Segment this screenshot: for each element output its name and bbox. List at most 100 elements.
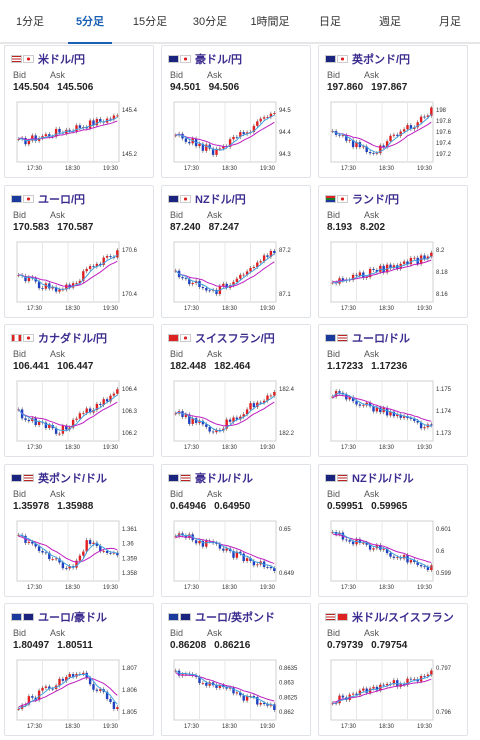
bid-ask-labels: Bid Ask: [170, 70, 222, 80]
mini-candlestick-chart[interactable]: 170.6 170.4 17:30 18:30 19:30: [9, 238, 151, 316]
candle-body: [348, 140, 351, 141]
pair-card[interactable]: スイスフラン/円 Bid Ask 182.448 182.464 182.4 182.2 17…: [161, 324, 311, 457]
pair-card[interactable]: 豪ドル/ドル Bid Ask 0.64946 0.64950 0.65 0.649 17:30…: [161, 463, 311, 597]
pair-name-link[interactable]: ランド/円: [352, 193, 400, 206]
pair-header[interactable]: ランド/円: [325, 192, 399, 206]
mini-candlestick-chart[interactable]: 106.4 106.3 106.2 17:30 18:30 19:30: [9, 377, 151, 455]
pair-header[interactable]: NZドル/円: [168, 192, 246, 206]
candle-body: [235, 278, 239, 282]
mini-candlestick-chart[interactable]: 0.8635 0.863 0.8625 0.862 17:30 18:30 19:30: [166, 656, 308, 734]
pair-header[interactable]: ユーロ/ドル: [325, 331, 410, 345]
pair-name-link[interactable]: ユーロ/ドル: [352, 333, 411, 345]
mini-candlestick-chart[interactable]: 182.4 182.2 17:30 18:30 19:30: [166, 377, 308, 455]
candle-body: [99, 263, 102, 265]
pair-name-link[interactable]: 豪ドル/ドル: [195, 472, 254, 485]
candle-body: [215, 429, 218, 433]
candle-body: [365, 146, 368, 153]
tab-0[interactable]: 1分足: [15, 16, 45, 28]
mini-candlestick-chart[interactable]: 0.797 0.796 17:30 18:30 19:30: [323, 656, 465, 734]
candle-body: [273, 113, 276, 114]
pair-header[interactable]: ユーロ/英ポンド: [168, 610, 275, 624]
candle-body: [58, 557, 61, 563]
ask-label: Ask: [207, 209, 223, 220]
candle-body: [85, 127, 88, 129]
pair-name-link[interactable]: 英ポンド/円: [352, 54, 411, 66]
pair-name-link[interactable]: 米ドル/スイスフラン: [352, 612, 454, 624]
candle-body: [362, 688, 365, 691]
candle-body: [385, 407, 389, 416]
tab-5[interactable]: 日足: [319, 16, 341, 28]
tab-3[interactable]: 30分足: [192, 16, 228, 28]
y-tick-label: 0.863: [279, 681, 295, 687]
pair-name-link[interactable]: 豪ドル/円: [195, 54, 243, 66]
pair-card[interactable]: NZドル/円 Bid Ask 87.240 87.247 87.2 87.1 17:30 18:…: [161, 184, 311, 318]
candle-body: [68, 674, 71, 677]
pair-card[interactable]: 米ドル/スイスフラン Bid Ask 0.79739 0.79754 0.797 0.796…: [318, 603, 468, 736]
pair-header[interactable]: ユーロ/豪ドル: [11, 610, 107, 624]
pair-card[interactable]: ユーロ/円 Bid Ask 170.583 170.587 170.6 170.4 17:30…: [4, 184, 154, 318]
mini-candlestick-chart[interactable]: 87.2 87.1 17:30 18:30 19:30: [166, 238, 308, 316]
mini-candlestick-chart[interactable]: 1.361 1.36 1.359 1.358 17:30 18:30 19:30: [9, 517, 151, 595]
pair-name-link[interactable]: 英ポンド/ドル: [38, 472, 108, 485]
pair-header[interactable]: 英ポンド/ドル: [11, 471, 107, 485]
tab-2[interactable]: 15分足: [132, 16, 168, 28]
pair-name-link[interactable]: スイスフラン/円: [195, 333, 275, 345]
candle-body: [232, 687, 235, 694]
mini-candlestick-chart[interactable]: 1.175 1.174 1.173 17:30 18:30 19:30: [323, 377, 465, 455]
pair-header[interactable]: スイスフラン/円: [168, 331, 275, 345]
short-moving-average-line: [18, 394, 118, 432]
tab-6[interactable]: 週足: [379, 16, 401, 28]
candle-body: [379, 407, 382, 413]
pair-card[interactable]: ユーロ/豪ドル Bid Ask 1.80497 1.80511 1.807 1.806 1.8…: [4, 603, 154, 736]
gb-flag-icon: [180, 613, 191, 621]
pair-name-link[interactable]: ユーロ/豪ドル: [38, 612, 108, 624]
pair-card[interactable]: 豪ドル/円 Bid Ask 94.501 94.506 94.5 94.4 94.3 17:30…: [161, 45, 311, 178]
pair-header[interactable]: 米ドル/円: [11, 52, 85, 66]
pair-card[interactable]: NZドル/ドル Bid Ask 0.59951 0.59965 0.601 0.6 0.599…: [318, 463, 468, 597]
candle-body: [385, 548, 389, 553]
pair-name-link[interactable]: カナダドル/円: [38, 333, 108, 345]
mini-candlestick-chart[interactable]: 145.4 145.2 17:30 18:30 19:30: [9, 98, 151, 176]
mini-candlestick-chart[interactable]: 8.2 8.18 8.16 17:30 18:30 19:30: [323, 238, 465, 316]
pair-header[interactable]: 豪ドル/ドル: [168, 471, 253, 485]
pair-card[interactable]: ユーロ/英ポンド Bid Ask 0.86208 0.86216 0.8635 0.863 0…: [161, 603, 311, 736]
pair-header[interactable]: カナダドル/円: [11, 331, 107, 345]
pair-header[interactable]: 米ドル/スイスフラン: [325, 610, 454, 624]
pair-card[interactable]: ランド/円 Bid Ask 8.193 8.202 8.2 8.18 8.16 17:30 18:…: [318, 184, 468, 318]
pair-name-link[interactable]: ユーロ/英ポンド: [195, 612, 276, 624]
mini-candlestick-chart[interactable]: 198 197.8 197.6 197.4 197.2 17:30 18:30 19:30: [323, 98, 465, 176]
tab-7[interactable]: 月足: [439, 16, 461, 28]
y-tick-label: 0.862: [279, 710, 295, 716]
x-tick-label: 17:30: [184, 445, 200, 451]
tab-1[interactable]: 5分足: [60, 0, 120, 44]
pair-name-link[interactable]: NZドル/円: [195, 193, 246, 206]
mini-candlestick-chart[interactable]: 0.65 0.649 17:30 18:30 19:30: [166, 517, 308, 595]
pair-name-link[interactable]: ユーロ/円: [38, 193, 86, 206]
candle-body: [58, 433, 61, 435]
pair-card[interactable]: ユーロ/ドル Bid Ask 1.17233 1.17236 1.175 1.174 1.17…: [318, 324, 468, 457]
mini-candlestick-chart[interactable]: 94.5 94.4 94.3 17:30 18:30 19:30: [166, 98, 308, 176]
pair-header[interactable]: NZドル/ドル: [325, 471, 414, 485]
ask-value: 106.447: [57, 361, 94, 372]
candle-body: [174, 413, 177, 415]
us-flag-icon: [23, 473, 34, 482]
pair-header[interactable]: ユーロ/円: [11, 192, 85, 206]
x-tick-label: 17:30: [27, 445, 43, 451]
pair-card[interactable]: 英ポンド/円 Bid Ask 197.860 197.867 198 197.8 197.6 1…: [318, 45, 468, 178]
pair-name-link[interactable]: NZドル/ドル: [352, 472, 414, 485]
pair-header[interactable]: 豪ドル/円: [168, 52, 242, 66]
pair-card[interactable]: 英ポンド/ドル Bid Ask 1.35978 1.35988 1.361 1.36 1.35…: [4, 463, 154, 597]
pair-name-link[interactable]: 米ドル/円: [38, 54, 86, 66]
pair-card[interactable]: カナダドル/円 Bid Ask 106.441 106.447 106.4 106.3 106…: [4, 324, 154, 457]
tab-4[interactable]: 1時間足: [250, 16, 290, 28]
candle-body: [392, 264, 396, 268]
bid-value: 1.35978: [13, 500, 50, 512]
pair-card[interactable]: 米ドル/円 Bid Ask 145.504 145.506 145.4 145.2 17:30…: [4, 45, 154, 178]
candle-body: [222, 283, 225, 286]
mini-candlestick-chart[interactable]: 0.601 0.6 0.599 17:30 18:30 19:30: [323, 517, 465, 595]
pair-header[interactable]: 英ポンド/円: [325, 52, 410, 66]
y-tick-label: 182.4: [279, 387, 295, 393]
mini-candlestick-chart[interactable]: 1.807 1.806 1.805 17:30 18:30 19:30: [9, 656, 151, 734]
ask-value: 1.35988: [57, 500, 94, 512]
bid-ask-values: 8.193 8.202: [327, 222, 385, 233]
